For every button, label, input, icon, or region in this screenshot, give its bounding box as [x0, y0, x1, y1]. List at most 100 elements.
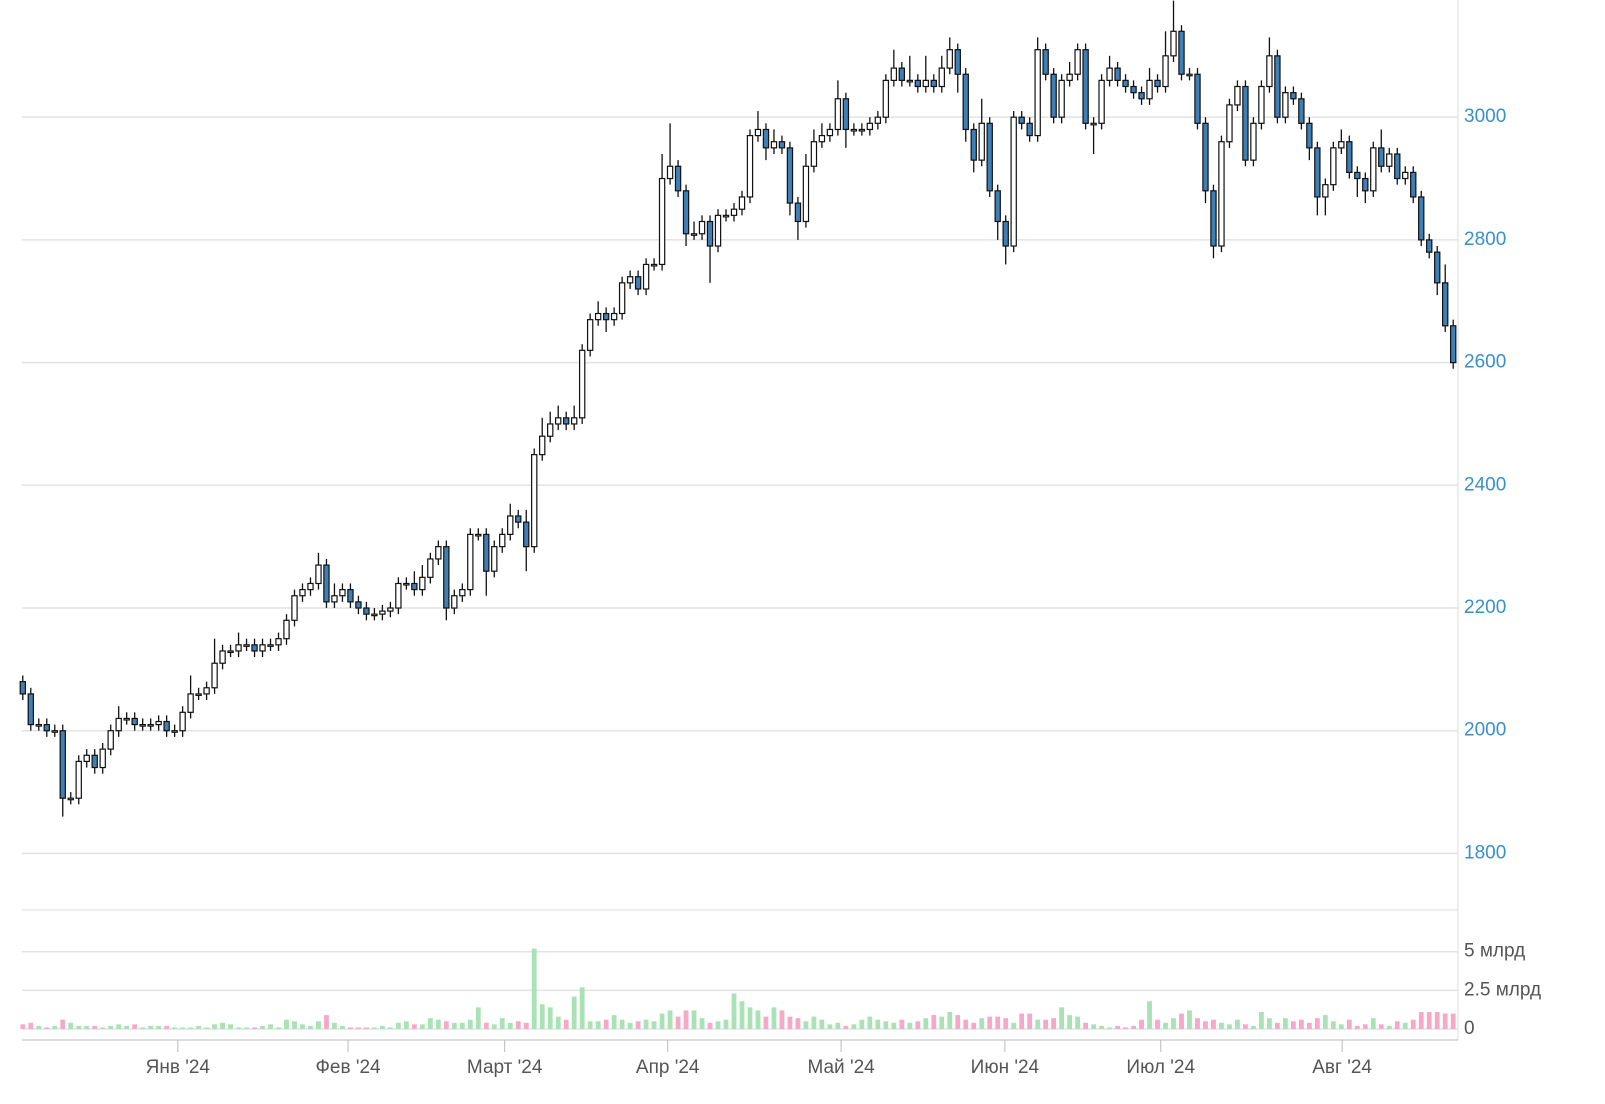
- candle-body: [1338, 141, 1345, 149]
- candle-body: [147, 723, 154, 727]
- volume-bar: [763, 1016, 769, 1029]
- candle-body: [315, 564, 322, 585]
- candle-body: [682, 190, 690, 235]
- volume-bar: [1402, 1022, 1408, 1029]
- candle-body: [794, 202, 802, 223]
- volume-bar: [172, 1027, 178, 1029]
- candle-body: [1202, 122, 1209, 192]
- volume-bar: [1115, 1025, 1120, 1029]
- volume-bar: [899, 1019, 905, 1029]
- candle-body: [339, 589, 346, 597]
- candle-body: [1378, 147, 1385, 167]
- volume-bar: [435, 1019, 441, 1029]
- candle-body: [778, 141, 786, 149]
- volume-bar: [979, 1018, 985, 1029]
- volume-bar: [1354, 1025, 1360, 1029]
- candle-body: [171, 730, 178, 733]
- candle-body: [451, 595, 458, 609]
- volume-bar: [156, 1025, 162, 1029]
- x-tick-label: Фев '24: [315, 1057, 381, 1078]
- volume-bar: [475, 1007, 481, 1029]
- candle-body: [562, 417, 570, 425]
- volume-bar: [811, 1016, 817, 1029]
- y-tick-label: 2600: [1464, 352, 1506, 373]
- candle-body: [1346, 141, 1353, 174]
- candle-body: [499, 533, 506, 548]
- volume-bar: [1370, 1018, 1376, 1029]
- volume-bar: [28, 1022, 34, 1029]
- volume-bar: [643, 1019, 649, 1029]
- candle-body: [690, 233, 698, 236]
- candle-body: [427, 558, 434, 578]
- candle-body: [874, 116, 882, 124]
- volume-bar: [987, 1016, 993, 1029]
- volume-bar: [1067, 1015, 1073, 1029]
- volume-bar: [1251, 1025, 1256, 1029]
- candle-body: [890, 67, 898, 81]
- x-tick-label: Май '24: [807, 1057, 875, 1078]
- volume-bar: [108, 1025, 114, 1029]
- volume-bar: [683, 1010, 689, 1029]
- volume-bar: [1322, 1015, 1328, 1029]
- candle-body: [1066, 73, 1073, 81]
- volume-bar: [92, 1025, 98, 1029]
- volume-bar: [180, 1027, 186, 1029]
- candle-body: [459, 589, 466, 597]
- candle-body: [1146, 79, 1153, 100]
- candle-body: [842, 98, 850, 131]
- volume-bar: [619, 1019, 625, 1029]
- volume-bar: [467, 1019, 473, 1029]
- volume-bar: [627, 1022, 633, 1029]
- candle-body: [403, 582, 410, 586]
- volume-bar: [723, 1019, 729, 1029]
- volume-bar: [44, 1027, 50, 1029]
- volume-bar: [1394, 1021, 1400, 1029]
- volume-bar: [60, 1019, 66, 1029]
- volume-bar: [252, 1027, 257, 1029]
- volume-bar: [963, 1019, 969, 1029]
- volume-bar: [571, 996, 577, 1029]
- candle-body: [259, 644, 266, 652]
- candle-body: [1266, 55, 1273, 88]
- volume-bar: [364, 1027, 369, 1029]
- candle-body: [578, 349, 586, 419]
- candle-body: [714, 214, 722, 247]
- volume-bar: [1314, 1018, 1320, 1029]
- candle-body: [387, 607, 394, 612]
- candle-body: [1058, 79, 1065, 118]
- candle-body: [1402, 171, 1409, 180]
- volume-bar: [555, 1016, 561, 1029]
- volume-bar: [1418, 1012, 1424, 1029]
- candle-body: [922, 79, 929, 88]
- volume-bar: [531, 948, 537, 1029]
- candle-body: [1242, 85, 1249, 161]
- candle-body: [227, 650, 234, 654]
- candle-body: [706, 220, 714, 247]
- y-tick-label: 2000: [1464, 720, 1506, 741]
- volume-bar: [308, 1025, 313, 1029]
- candle-body: [523, 521, 530, 548]
- volume-bar: [236, 1027, 241, 1029]
- volume-bar: [699, 1018, 705, 1029]
- volume-bar: [1267, 1018, 1272, 1029]
- volume-bar: [220, 1022, 225, 1029]
- volume-bar: [1123, 1027, 1128, 1029]
- volume-bar: [891, 1022, 897, 1029]
- candle-body: [291, 595, 298, 621]
- volume-bar: [579, 987, 585, 1029]
- volume-bar: [1338, 1024, 1344, 1029]
- candle-body: [642, 263, 650, 290]
- candle-body: [1298, 98, 1305, 124]
- volume-bar: [188, 1027, 194, 1029]
- candle-body: [379, 610, 386, 615]
- x-tick-label: Янв '24: [146, 1057, 211, 1078]
- volume-bar: [955, 1015, 961, 1029]
- volume-bar: [1203, 1021, 1208, 1029]
- volume-bar: [851, 1024, 857, 1029]
- volume-bar: [68, 1022, 74, 1029]
- volume-bar: [204, 1027, 209, 1029]
- volume-bar: [971, 1022, 977, 1029]
- volume-bar: [1298, 1019, 1304, 1029]
- candle-body: [363, 607, 370, 615]
- candle-body: [19, 681, 26, 695]
